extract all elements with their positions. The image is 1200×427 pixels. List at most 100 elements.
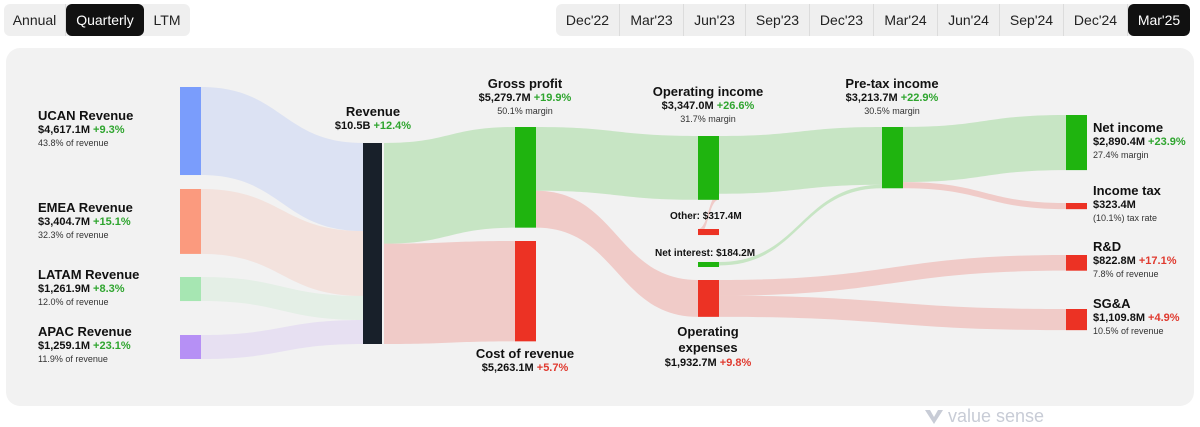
latam-label: LATAM Revenue $1,261.9M +8.3% 12.0% of r… <box>38 267 139 308</box>
income-tax-sub: (10.1%) tax rate <box>1093 213 1158 223</box>
operating-income-title: Operating income <box>652 84 764 99</box>
apac-label: APAC Revenue $1,259.1M +23.1% 11.9% of r… <box>38 324 132 365</box>
quarter-mar25-button[interactable]: Mar'25 <box>1128 4 1190 36</box>
node-other <box>698 229 719 236</box>
revenue-change: +12.4% <box>373 120 412 133</box>
gross-profit-change: +19.9% <box>533 92 572 105</box>
quarter-mar24-button[interactable]: Mar'24 <box>874 4 938 36</box>
link-pretax-to-tax <box>903 182 1066 210</box>
link-emea-to-revenue <box>201 189 363 296</box>
link-opinc-to-pretax <box>719 127 882 194</box>
net-income-title: Net income <box>1093 120 1164 135</box>
node-ucan <box>180 87 201 176</box>
link-opex-to-sga <box>719 295 1066 331</box>
sankey-chart <box>180 87 1087 360</box>
link-revenue-to-cor <box>384 241 515 344</box>
net-income-change: +23.9% <box>1148 136 1186 149</box>
link-netint-to-pretax <box>719 184 882 266</box>
net-interest-label: Net interest: $184.2M <box>655 248 756 259</box>
link-opinc-to-other <box>698 193 719 236</box>
cost-of-revenue-change: +5.7% <box>536 362 569 375</box>
rnd-sub: 7.8% of revenue <box>1093 269 1159 279</box>
cost-of-revenue-label: Cost of revenue $5,263.1M +5.7% <box>476 346 574 376</box>
ucan-label: UCAN Revenue $4,617.1M +9.3% 43.8% of re… <box>38 108 133 149</box>
operating-expenses-title: Operating expenses <box>677 324 739 356</box>
link-pretax-to-netinc <box>903 115 1066 183</box>
quarter-dec22-button[interactable]: Dec'22 <box>556 4 620 36</box>
quarter-dec23-button[interactable]: Dec'23 <box>810 4 874 36</box>
quarterly-button[interactable]: Quarterly <box>66 4 144 36</box>
link-gross-to-opinc <box>536 127 698 200</box>
ucan-sub: 43.8% of revenue <box>38 138 109 148</box>
node-netint <box>698 262 719 267</box>
operating-income-label: Operating income $3,347.0M +26.6% 31.7% … <box>653 84 764 125</box>
gross-profit-value: $5,279.7M <box>478 92 531 105</box>
emea-sub: 32.3% of revenue <box>38 230 109 240</box>
sga-change: +4.9% <box>1148 312 1180 325</box>
other-label: Other: $317.4M <box>670 211 742 222</box>
sga-sub: 10.5% of revenue <box>1093 326 1164 336</box>
net-income-value: $2,890.4M <box>1093 136 1145 149</box>
watermark-text: value sense <box>948 406 1045 426</box>
value-sense-logo-icon <box>925 409 943 424</box>
quarter-sep23-button[interactable]: Sep'23 <box>746 4 810 36</box>
rnd-value: $822.8M <box>1093 255 1136 268</box>
sga-title: SG&A <box>1093 296 1131 311</box>
quarter-jun23-button[interactable]: Jun'23 <box>684 4 746 36</box>
quarter-sep24-button[interactable]: Sep'24 <box>1000 4 1064 36</box>
emea-title: EMEA Revenue <box>38 200 133 215</box>
other-title: Other <box>670 211 697 222</box>
sga-label: SG&A $1,109.8M +4.9% 10.5% of revenue <box>1093 296 1180 337</box>
operating-income-change: +26.6% <box>716 100 755 113</box>
operating-income-sub: 31.7% margin <box>680 114 736 124</box>
apac-change: +23.1% <box>93 340 131 353</box>
latam-sub: 12.0% of revenue <box>38 297 109 307</box>
emea-value: $3,404.7M <box>38 216 90 229</box>
revenue-value: $10.5B <box>334 120 371 133</box>
link-revenue-to-gross <box>384 127 515 244</box>
gross-profit-title: Gross profit <box>487 76 563 91</box>
other-value: $317.4M <box>702 211 742 222</box>
revenue-label: Revenue $10.5B +12.4% <box>335 104 411 134</box>
gross-profit-label: Gross profit $5,279.7M +19.9% 50.1% marg… <box>479 76 572 117</box>
net-interest-value: $184.2M <box>716 248 756 259</box>
quarter-mar23-button[interactable]: Mar'23 <box>620 4 684 36</box>
pretax-income-value: $3,213.7M <box>845 92 898 105</box>
ucan-change: +9.3% <box>93 124 125 137</box>
value-sense-watermark: value sense <box>924 406 1044 427</box>
net-income-label: Net income $2,890.4M +23.9% 27.4% margin <box>1093 120 1186 161</box>
emea-change: +15.1% <box>93 216 131 229</box>
ltm-button[interactable]: LTM <box>153 12 181 28</box>
sga-value: $1,109.8M <box>1093 312 1145 325</box>
node-netinc <box>1066 115 1087 171</box>
node-emea <box>180 189 201 254</box>
operating-expenses-label: Operating expenses $1,932.7M +9.8% <box>658 324 758 370</box>
nodes-layer <box>180 87 1087 360</box>
node-pretax <box>882 127 903 189</box>
cost-of-revenue-value: $5,263.1M <box>481 362 534 375</box>
apac-sub: 11.9% of revenue <box>38 354 108 364</box>
node-opex <box>698 280 719 317</box>
node-cor <box>515 241 536 342</box>
sankey-card: UCAN Revenue $4,617.1M +9.3% 43.8% of re… <box>6 48 1194 426</box>
ucan-title: UCAN Revenue <box>38 108 134 123</box>
pretax-income-title: Pre-tax income <box>845 76 939 91</box>
income-tax-value: $323.4M <box>1093 199 1136 212</box>
quarter-jun24-button[interactable]: Jun'24 <box>938 4 1000 36</box>
annual-button[interactable]: Annual <box>4 4 66 36</box>
net-income-sub: 27.4% margin <box>1093 150 1149 160</box>
operating-expenses-value: $1,932.7M <box>664 356 717 369</box>
pretax-income-change: +22.9% <box>900 92 939 105</box>
node-rnd <box>1066 255 1087 271</box>
operating-expenses-change: +9.8% <box>719 356 752 369</box>
pretax-income-sub: 30.5% margin <box>864 106 920 116</box>
latam-change: +8.3% <box>93 283 125 296</box>
rnd-label: R&D $822.8M +17.1% 7.8% of revenue <box>1093 239 1177 280</box>
node-revenue <box>363 143 382 344</box>
link-opex-to-rnd <box>719 255 1066 296</box>
pretax-income-label: Pre-tax income $3,213.7M +22.9% 30.5% ma… <box>845 76 938 117</box>
node-sga <box>1066 309 1087 331</box>
link-gross-to-opex <box>536 190 698 317</box>
cost-of-revenue-title: Cost of revenue <box>475 346 575 361</box>
quarter-dec24-button[interactable]: Dec'24 <box>1064 4 1128 36</box>
